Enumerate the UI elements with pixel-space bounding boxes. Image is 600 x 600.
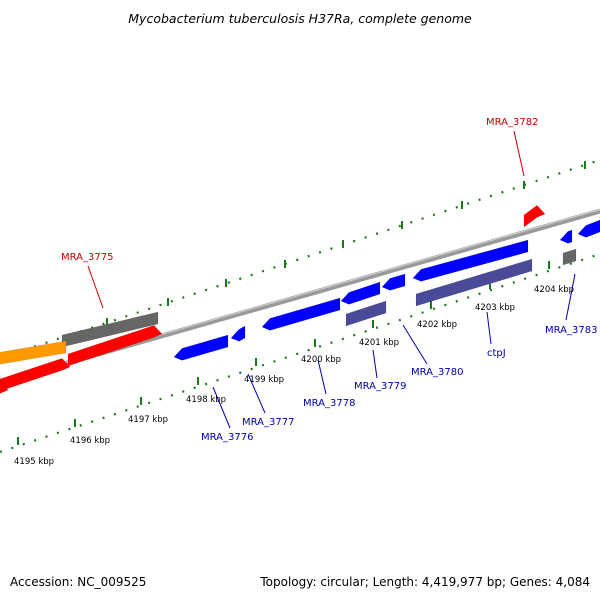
gene-arrow xyxy=(67,325,163,367)
tick-label: 4200 kbp xyxy=(301,355,341,365)
gene-arrow xyxy=(0,358,71,392)
gene-arrow xyxy=(173,334,229,361)
leader-line xyxy=(87,265,104,309)
gene-arrow xyxy=(415,258,533,307)
gene-label-mra-3783: MRA_3783 xyxy=(545,325,597,336)
tick-label: 4204 kbp xyxy=(534,285,574,295)
gene-label-ctpj: ctpJ xyxy=(487,348,506,359)
leader-line xyxy=(372,349,378,379)
tick-label: 4203 kbp xyxy=(475,303,515,313)
tick-label: 4195 kbp xyxy=(14,457,54,467)
gene-labels: MRA_3775 MRA_3776 MRA_3777 MRA_3778 MRA_… xyxy=(61,117,597,443)
map-title: Mycobacterium tuberculosis H37Ra, comple… xyxy=(128,11,472,26)
leader-line xyxy=(402,324,428,365)
gene-arrow xyxy=(340,281,381,305)
leader-line xyxy=(486,311,492,345)
gene-features xyxy=(0,204,600,394)
major-ticks-upper xyxy=(106,161,586,326)
tick-label: 4201 kbp xyxy=(359,338,399,348)
leader-line xyxy=(513,130,525,177)
accession-text: Accession: NC_009525 xyxy=(10,575,147,589)
gene-arrow xyxy=(523,204,546,228)
gene-label-mra-3782: MRA_3782 xyxy=(486,117,538,128)
gene-label-mra-3778: MRA_3778 xyxy=(303,398,355,409)
leader-line xyxy=(247,373,266,414)
leader-line xyxy=(317,359,327,395)
tick-labels: 4195 kbp 4196 kbp 4197 kbp 4198 kbp 4199… xyxy=(14,285,574,467)
tick-label: 4199 kbp xyxy=(244,375,284,385)
label-leader-lines xyxy=(87,130,576,429)
gene-arrow xyxy=(562,248,577,266)
major-ticks-lower xyxy=(17,261,550,445)
tick-label: 4197 kbp xyxy=(128,415,168,425)
gene-label-mra-3780: MRA_3780 xyxy=(411,367,463,378)
gene-arrow xyxy=(261,297,341,331)
tick-label: 4196 kbp xyxy=(70,436,110,446)
gene-label-mra-3776: MRA_3776 xyxy=(201,432,253,443)
tick-label: 4202 kbp xyxy=(417,320,457,330)
gene-arrow xyxy=(230,325,246,342)
tick-label: 4198 kbp xyxy=(186,395,226,405)
genome-summary-text: Topology: circular; Length: 4,419,977 bp… xyxy=(260,575,590,589)
gene-arrow xyxy=(412,239,529,282)
gene-arrow xyxy=(345,300,387,327)
gene-label-mra-3775: MRA_3775 xyxy=(61,252,113,263)
gene-arrow xyxy=(0,380,9,394)
leader-line xyxy=(565,273,576,321)
gene-label-mra-3777: MRA_3777 xyxy=(242,417,294,428)
gene-arrow xyxy=(0,340,67,365)
gene-arrow xyxy=(559,229,573,244)
gene-label-mra-3779: MRA_3779 xyxy=(354,381,406,392)
gene-arrow xyxy=(577,219,600,238)
gene-arrow xyxy=(381,273,406,291)
leader-line xyxy=(212,386,231,429)
